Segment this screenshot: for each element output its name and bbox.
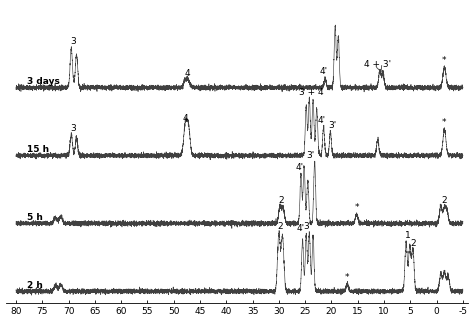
Text: 2: 2 xyxy=(279,195,284,204)
Text: 3: 3 xyxy=(70,37,76,46)
Text: 4': 4' xyxy=(319,67,328,76)
Text: 3': 3' xyxy=(304,222,312,231)
Text: 5 h: 5 h xyxy=(27,213,43,222)
Text: 4': 4' xyxy=(297,224,305,233)
Text: 15 h: 15 h xyxy=(27,145,49,154)
Text: *: * xyxy=(442,56,447,65)
Text: 2: 2 xyxy=(410,239,416,248)
Text: 3: 3 xyxy=(70,124,76,133)
Text: *: * xyxy=(355,203,359,212)
Text: *: * xyxy=(442,118,447,127)
Text: 4': 4' xyxy=(318,116,326,125)
Text: 4 + 3': 4 + 3' xyxy=(364,60,391,69)
Text: 3': 3' xyxy=(306,151,315,160)
Text: 2: 2 xyxy=(277,222,283,231)
Text: 1: 1 xyxy=(405,231,410,240)
Text: 3': 3' xyxy=(328,121,337,130)
Text: 4: 4 xyxy=(184,69,190,78)
Text: 4: 4 xyxy=(182,114,188,123)
Text: 2: 2 xyxy=(442,195,447,204)
Text: 3 days: 3 days xyxy=(27,77,59,86)
Text: *: * xyxy=(345,273,349,282)
Text: 2 h: 2 h xyxy=(27,281,43,290)
Text: 4': 4' xyxy=(296,164,304,173)
Text: 3 + 4: 3 + 4 xyxy=(299,88,324,97)
